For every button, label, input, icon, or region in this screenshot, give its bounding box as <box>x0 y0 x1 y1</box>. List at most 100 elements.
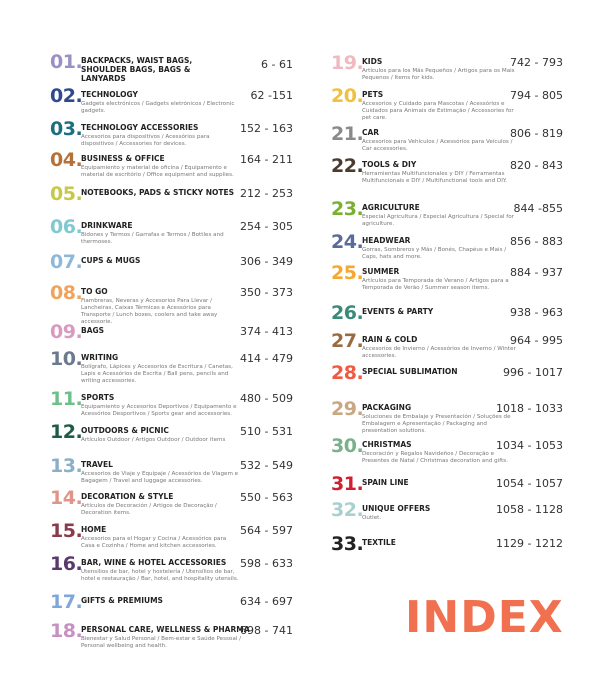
entry-title: TRAVEL <box>81 460 113 469</box>
entry-number: 21. <box>331 123 364 145</box>
entry-pages: 806 - 819 <box>510 127 563 140</box>
entry-number: 18. <box>50 620 83 642</box>
entry-title: TECHNOLOGY <box>81 90 138 99</box>
entry-pages: 634 - 697 <box>240 595 293 608</box>
entry-number: 25. <box>331 262 364 284</box>
index-entry: 20. PETS Accesorios y Cuidado para Mascota… <box>331 85 563 123</box>
entry-title: SUMMER <box>362 267 400 276</box>
index-entry: 31. SPAIN LINE 1054 - 1057 <box>331 473 563 511</box>
entry-pages: 1034 - 1053 <box>496 439 563 452</box>
entry-number: 05. <box>50 183 83 205</box>
entry-number: 13. <box>50 455 83 477</box>
index-entry: 23. AGRICULTURE Especial Agricultura / Esp… <box>331 198 563 236</box>
entry-pages: 212 - 253 <box>240 187 293 200</box>
index-entry: 29. PACKAGING Soluciones de Embalaje y Pre… <box>331 398 563 436</box>
entry-pages: 1129 - 1212 <box>496 537 563 550</box>
entry-title: BACKPACKS, WAIST BAGS, SHOULDER BAGS, BA… <box>81 56 193 83</box>
entry-title: DECORATION & STYLE <box>81 492 174 501</box>
entry-number: 12. <box>50 421 83 443</box>
entry-title: NOTEBOOKS, PADS & STICKY NOTES <box>81 188 234 197</box>
index-entry: 33. TEXTILE 1129 - 1212 <box>331 533 563 571</box>
entry-description: Soluciones de Embalaje y Presentación / … <box>362 414 511 434</box>
entry-title: SPECIAL SUBLIMATION <box>362 367 458 376</box>
entry-description: Accesorios para el Hogar y Cocina / Aces… <box>81 536 227 549</box>
entry-description: Herramientas Multifuncionales y DIY / Fe… <box>362 171 507 184</box>
entry-description: Accesorios para Vehículos / Acessórios p… <box>362 139 513 152</box>
index-entry: 28. SPECIAL SUBLIMATION 996 - 1017 <box>331 362 563 400</box>
index-entry: 18. PERSONAL CARE, WELLNESS & PHARMA Biene… <box>50 620 293 658</box>
entry-title: UNIQUE OFFERS <box>362 504 431 513</box>
index-entry: 11. SPORTS Equipamiento y Accesorios Depor… <box>50 388 293 426</box>
entry-pages: 6 - 61 <box>261 58 293 71</box>
index-entry: 25. SUMMER Artículos para Temporada de Ver… <box>331 262 563 300</box>
entry-description: Artículos de Decoración / Artigos de Dec… <box>81 503 217 516</box>
entry-number: 01. <box>50 51 83 73</box>
index-entry: 01. BACKPACKS, WAIST BAGS, SHOULDER BAGS,… <box>50 51 293 89</box>
index-entry: 13. TRAVEL Accesorios de Viaje y Equipaje … <box>50 455 293 493</box>
entry-description: Gorras, Sombreros y Más / Bonés, Chapéus… <box>362 247 507 260</box>
entry-description: Outlet. <box>362 515 382 521</box>
entry-description: Equipamiento y Accesorios Deportivos / E… <box>81 404 237 417</box>
entry-pages: 532 - 549 <box>240 459 293 472</box>
entry-description: Decoración y Regalos Navideños / Decoraç… <box>362 451 508 464</box>
entry-description: Accesorios de Invierno / Acessórios de I… <box>362 346 516 359</box>
index-entry: 16. BAR, WINE & HOTEL ACCESSORIES Utensili… <box>50 553 293 591</box>
entry-number: 30. <box>331 435 364 457</box>
entry-pages: 564 - 597 <box>240 524 293 537</box>
entry-description: Bienestar y Salud Personal / Bem-estar e… <box>81 636 241 649</box>
entry-pages: 480 - 509 <box>240 392 293 405</box>
entry-number: 08. <box>50 282 83 304</box>
entry-number: 20. <box>331 85 364 107</box>
entry-description: Artículos para los Más Pequeños / Artigo… <box>362 68 515 81</box>
entry-number: 16. <box>50 553 83 575</box>
entry-title: KIDS <box>362 57 383 66</box>
index-entry: 22. TOOLS & DIY Herramientas Multifunciona… <box>331 155 563 193</box>
entry-description: Accesorios de Viaje y Equipaje / Acessór… <box>81 471 239 484</box>
index-entry: 27. RAIN & COLD Accesorios de Invierno / A… <box>331 330 563 368</box>
entry-description: Gadgets electrónicos / Gadgets eletrónic… <box>81 101 235 114</box>
entry-title: HOME <box>81 525 107 534</box>
index-entry: 32. UNIQUE OFFERS Outlet. 1058 - 1128 <box>331 499 563 537</box>
index-entry: 02. TECHNOLOGY Gadgets electrónicos / Gadg… <box>50 85 293 123</box>
entry-pages: 742 - 793 <box>510 56 563 69</box>
entry-pages: 884 - 937 <box>510 266 563 279</box>
entry-number: 24. <box>331 231 364 253</box>
entry-title: CHRISTMAS <box>362 440 412 449</box>
entry-title: PERSONAL CARE, WELLNESS & PHARMA <box>81 625 250 634</box>
entry-description: Artículos para Temporada de Verano / Art… <box>362 278 509 291</box>
index-entry: 17. GIFTS & PREMIUMS 634 - 697 <box>50 591 293 629</box>
index-entry: 09. BAGS 374 - 413 <box>50 321 293 359</box>
entry-title: RAIN & COLD <box>362 335 418 344</box>
entry-number: 26. <box>331 302 364 324</box>
index-heading: INDEX <box>405 592 564 643</box>
entry-title: PETS <box>362 90 384 99</box>
index-entry: 07. CUPS & MUGS 306 - 349 <box>50 251 293 289</box>
entry-pages: 598 - 633 <box>240 557 293 570</box>
entry-number: 31. <box>331 473 364 495</box>
index-entry: 21. CAR Accesorios para Vehículos / Acessó… <box>331 123 563 161</box>
entry-title: SPAIN LINE <box>362 478 409 487</box>
entry-number: 04. <box>50 149 83 171</box>
entry-number: 14. <box>50 487 83 509</box>
entry-title: BAGS <box>81 326 105 335</box>
index-entry: 10. WRITING Bolígrafo, Lápices y Accesorio… <box>50 348 293 386</box>
entry-number: 09. <box>50 321 83 343</box>
entry-title: DRINKWARE <box>81 221 133 230</box>
entry-title: CUPS & MUGS <box>81 256 141 265</box>
entry-pages: 1018 - 1033 <box>496 402 563 415</box>
index-entry: 04. BUSINESS & OFFICE Equipamiento y mater… <box>50 149 293 187</box>
entry-description: Artículos Outdoor / Artigos Outdoor / Ou… <box>81 437 226 443</box>
entry-number: 10. <box>50 348 83 370</box>
index-entry: 19. KIDS Artículos para los Más Pequeños /… <box>331 52 563 90</box>
entry-description: Bidones y Termos / Garrafas e Termos / B… <box>81 232 224 245</box>
entry-pages: 1054 - 1057 <box>496 477 563 490</box>
entry-number: 03. <box>50 118 83 140</box>
entry-title: TEXTILE <box>362 538 396 547</box>
entry-description: Accesorios para dispositivos / Acessório… <box>81 134 210 147</box>
entry-description: Utensilios de bar, hotel y hostelería / … <box>81 569 239 582</box>
entry-number: 32. <box>331 499 364 521</box>
index-entry: 05. NOTEBOOKS, PADS & STICKY NOTES 212 - 2… <box>50 183 293 221</box>
entry-number: 29. <box>331 398 364 420</box>
entry-pages: 964 - 995 <box>510 334 563 347</box>
